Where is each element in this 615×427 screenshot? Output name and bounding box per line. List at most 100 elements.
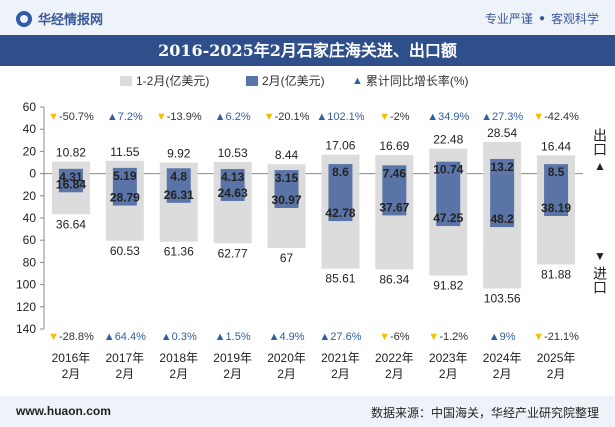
footer-source: 数据来源：中国海关，华经产业研究院整理 (370, 406, 599, 420)
triangle-down-icon: ▼ (533, 111, 544, 123)
bar-import-february (328, 173, 353, 222)
triangle-up-icon: ▲ (427, 111, 438, 123)
triangle-up-icon: ▲ (215, 111, 226, 123)
label-export-february: 13.2 (490, 160, 514, 174)
label-import-february: 38.19 (541, 201, 571, 215)
x-tick-label-line2: 2月 (547, 367, 566, 381)
legend-swatch-february (246, 75, 258, 86)
x-tick-label: 2023年 (429, 351, 468, 365)
triangle-up-icon: ▲ (107, 111, 118, 123)
footer: www.huaon.com 数据来源：中国海关，华经产业研究院整理 (0, 396, 615, 427)
x-tick-label: 2022年 (375, 351, 414, 365)
label-export-february: 8.6 (332, 165, 349, 179)
label-import-february: 47.25 (433, 211, 463, 225)
label-import-cumulative: 91.82 (433, 279, 463, 293)
growth-label-import: ▲27.6% (319, 331, 361, 343)
label-import-cumulative: 36.64 (56, 217, 86, 231)
y-tick-label: 100 (16, 278, 36, 292)
growth-label-export: ▲102.1% (316, 111, 364, 123)
brand: 华经情报网 (16, 9, 103, 28)
x-tick-label: 2025年 (537, 351, 576, 365)
label-export-cumulative: 16.69 (379, 139, 409, 153)
bar-import-february (490, 173, 515, 228)
bar-export-february (382, 165, 407, 174)
growth-label-export: ▼-20.1% (264, 111, 310, 123)
growth-label-import: ▼-6% (379, 331, 410, 343)
triangle-up-icon: ▲ (269, 331, 280, 343)
label-export-february: 4.13 (221, 170, 245, 184)
x-tick-label-line2: 2月 (62, 367, 81, 381)
chart-title: 2016-2025年2月石家庄海关进、出口额 (0, 35, 615, 66)
label-export-cumulative: 22.48 (433, 133, 463, 147)
y-tick-label: 20 (23, 144, 37, 158)
x-tick-label-line2: 2月 (116, 367, 135, 381)
x-tick-label-line2: 2月 (277, 367, 296, 381)
growth-value: 1.5% (226, 331, 251, 343)
label-import-february: 24.63 (218, 186, 248, 200)
label-import-cumulative: 81.88 (541, 267, 571, 281)
growth-label-import: ▲9% (489, 331, 516, 343)
legend-label-growth: 累计同比增长率(%) (365, 74, 469, 88)
triangle-up-icon: ▲ (319, 331, 330, 343)
label-export-february: 10.74 (433, 163, 463, 177)
triangle-up-icon: ▲ (594, 159, 606, 173)
label-import-cumulative: 62.77 (218, 246, 248, 260)
label-export-cumulative: 10.53 (218, 146, 248, 160)
growth-label-export: ▲34.9% (427, 111, 469, 123)
label-import-february: 16.84 (56, 177, 86, 191)
triangle-up-icon: ▲ (481, 111, 492, 123)
label-export-cumulative: 16.44 (541, 139, 571, 153)
x-tick-label: 2019年 (213, 351, 252, 365)
y-tick-label: 140 (16, 322, 36, 336)
y-tick-label: 60 (23, 233, 37, 247)
label-export-cumulative: 9.92 (167, 147, 191, 161)
y-tick-label: 0 (29, 167, 36, 181)
slogan-left: 专业严谨 (484, 12, 533, 26)
legend-february: 2月(亿美元) (246, 72, 325, 89)
triangle-up-icon: ▲ (489, 331, 500, 343)
growth-label-export: ▼-50.7% (48, 111, 94, 123)
x-tick-label: 2020年 (267, 351, 306, 365)
growth-label-import: ▲4.9% (269, 331, 305, 343)
growth-value: 27.3% (492, 111, 523, 123)
label-import-cumulative: 103.56 (484, 292, 521, 306)
growth-label-import: ▼-28.8% (48, 331, 94, 343)
x-tick-label-line2: 2月 (169, 367, 188, 381)
y-tick-label: 40 (23, 211, 37, 225)
bar-export-february (220, 169, 245, 174)
label-import-february: 28.79 (110, 191, 140, 205)
label-export-february: 4.31 (59, 170, 83, 184)
legend-cumulative: 1-2月(亿美元) (120, 72, 209, 89)
x-tick-label: 2016年 (52, 351, 91, 365)
label-export-february: 3.15 (275, 171, 299, 185)
label-import-cumulative: 60.53 (110, 244, 140, 258)
x-tick-label: 2018年 (159, 351, 198, 365)
label-import-february: 48.2 (490, 212, 514, 226)
growth-value: -13.9% (167, 111, 202, 123)
growth-label-import: ▲64.4% (104, 331, 146, 343)
triangle-down-icon: ▼ (379, 111, 390, 123)
growth-value: 9% (500, 331, 516, 343)
y-tick-label: 20 (23, 189, 37, 203)
growth-value: -1.2% (439, 331, 468, 343)
growth-value: 102.1% (327, 111, 365, 123)
y-tick-label: 80 (23, 255, 37, 269)
x-tick-label-line2: 2月 (439, 367, 458, 381)
x-tick-label: 2024年 (483, 351, 522, 365)
top-bar: 华经情报网 专业严谨 ● 客观科学 (0, 0, 615, 35)
growth-label-import: ▲1.5% (215, 331, 251, 343)
brand-logo-icon (16, 10, 32, 27)
label-import-cumulative: 86.34 (379, 272, 409, 286)
growth-label-export: ▼-2% (379, 111, 410, 123)
growth-label-export: ▲6.2% (215, 111, 251, 123)
bar-import-february (166, 173, 191, 203)
label-import-february: 37.67 (379, 200, 409, 214)
bar-export-february (328, 164, 353, 174)
growth-value: 34.9% (438, 111, 469, 123)
growth-value: 0.3% (172, 331, 197, 343)
triangle-down-icon: ▼ (48, 331, 59, 343)
x-tick-label-line2: 2月 (331, 367, 350, 381)
label-export-february: 5.19 (113, 169, 137, 183)
bar-import-february (220, 173, 245, 201)
